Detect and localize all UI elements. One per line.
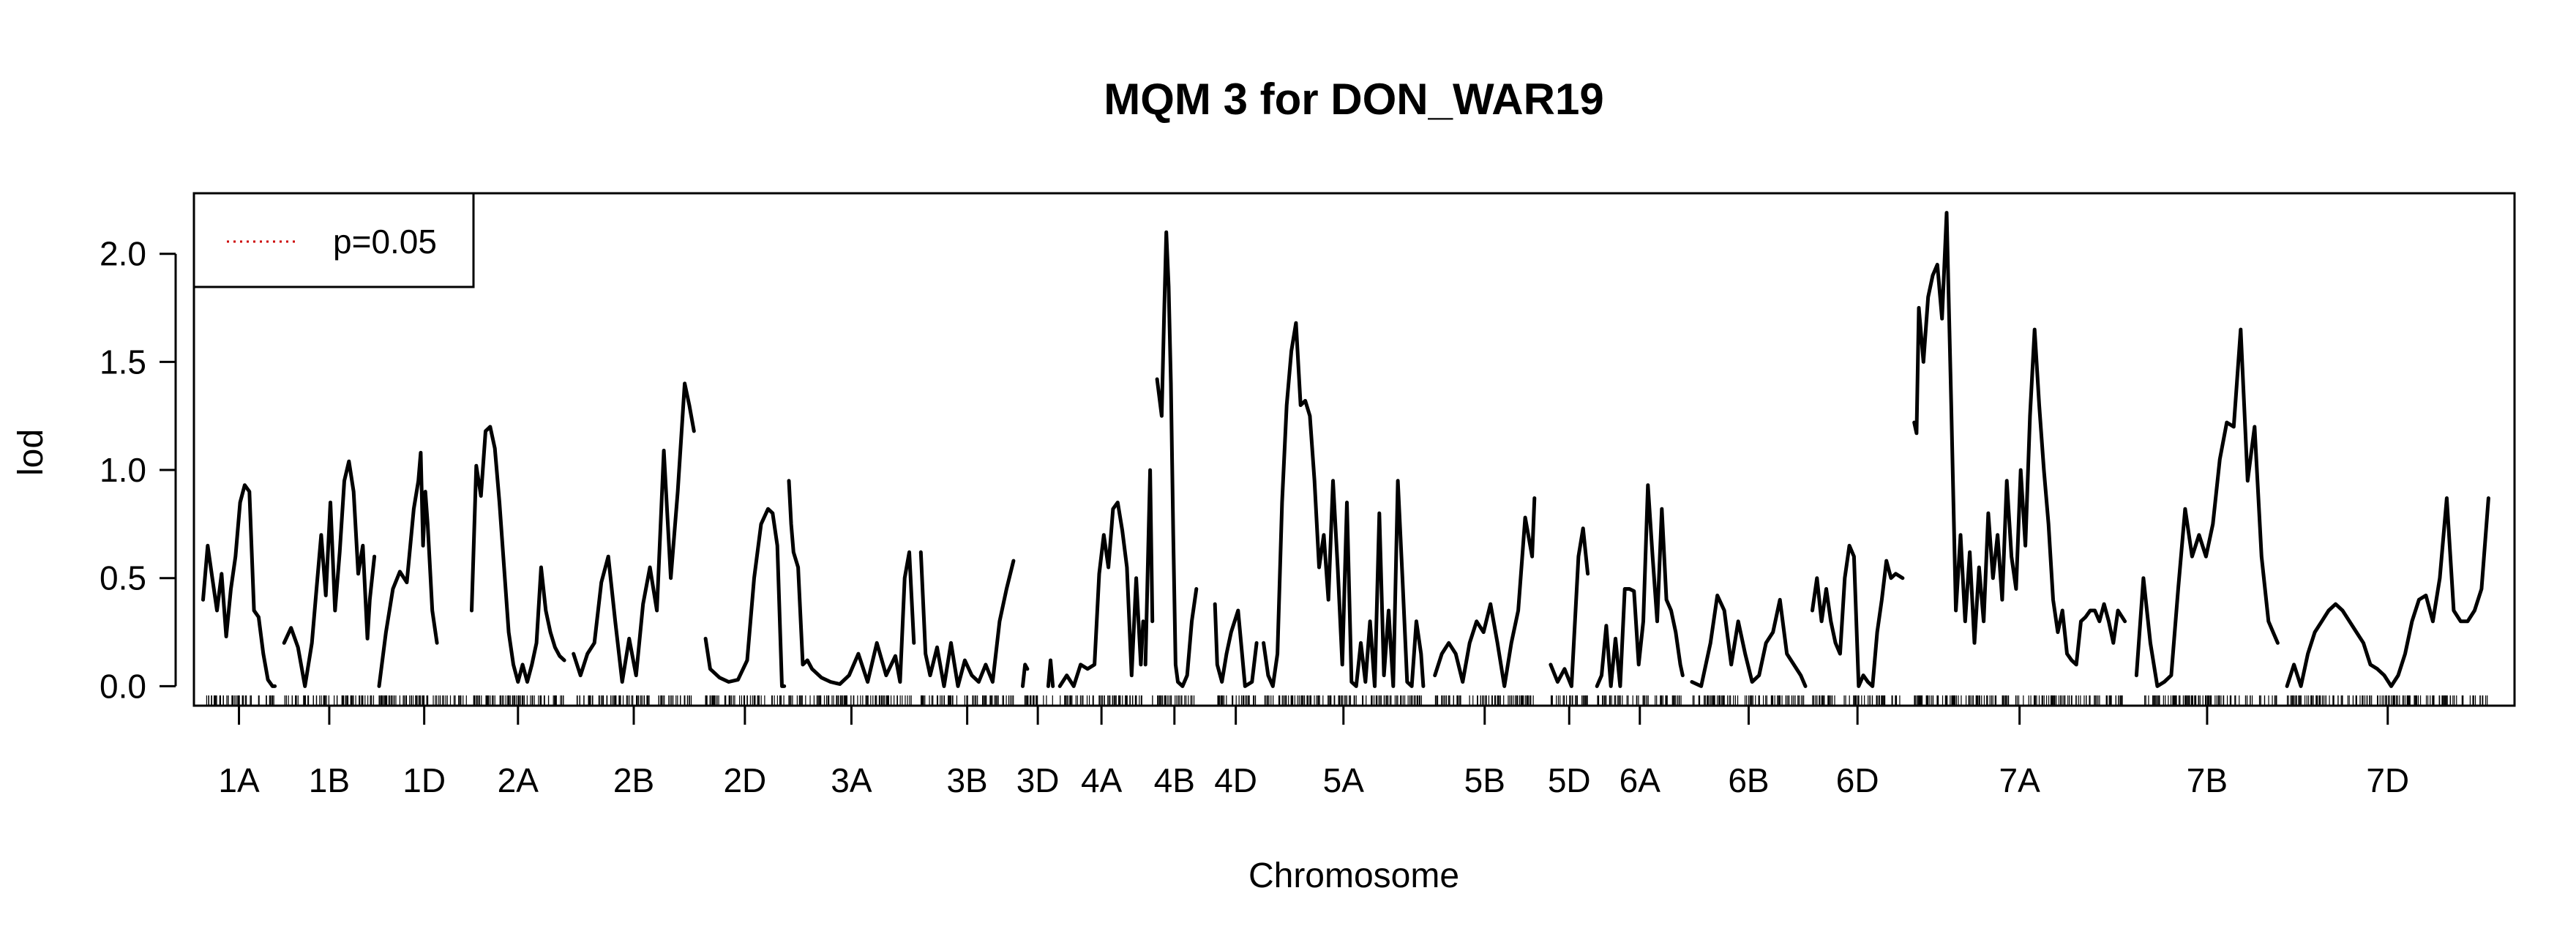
x-axis: 1A 1B 1D 2A 2B 2D 3A 3B 3D 4A 4B 4D 5A 5B 5D 6A 6B 6D 7A 7B… xyxy=(218,706,2409,799)
legend-label: p=0.05 xyxy=(333,223,437,261)
x-tick-label: 4A xyxy=(1081,761,1123,799)
x-axis-label: Chromosome xyxy=(1248,856,1459,895)
lod-line-4b xyxy=(1155,230,1199,688)
lod-line-7a xyxy=(1912,211,2127,667)
plot-frame xyxy=(192,192,2516,707)
x-tick-label: 7D xyxy=(2366,761,2409,799)
y-tick-label: 2.0 xyxy=(100,235,146,273)
lod-curves xyxy=(201,211,2490,688)
lod-line-4a xyxy=(1057,500,1145,688)
lod-line-4d xyxy=(1213,602,1259,688)
x-tick-label: 6D xyxy=(1836,761,1879,799)
lod-line-3b xyxy=(918,550,1016,688)
lod-line-7b xyxy=(2134,327,2280,688)
x-tick-label: 1B xyxy=(309,761,350,799)
lod-line-5b xyxy=(1433,496,1537,688)
x-tick-label: 1D xyxy=(402,761,446,799)
x-tick-label: 3A xyxy=(831,761,872,799)
lod-line-2d xyxy=(703,507,787,688)
lod-line-1d xyxy=(377,450,439,688)
lod-line-2a xyxy=(470,425,566,684)
lod-line-3a xyxy=(787,479,916,686)
x-tick-label: 5B xyxy=(1464,761,1505,799)
x-tick-label: 4D xyxy=(1214,761,1257,799)
y-tick-label: 0.5 xyxy=(100,559,146,597)
x-tick-label: 7B xyxy=(2187,761,2228,799)
x-tick-label: 2D xyxy=(723,761,766,799)
lod-line-4a-b xyxy=(1143,468,1155,667)
legend: p=0.05 xyxy=(192,192,475,288)
lod-line-7d xyxy=(2285,496,2490,688)
lod-line-6b xyxy=(1690,593,1808,688)
lod-line-2b xyxy=(572,381,696,684)
x-tick-label: 7A xyxy=(1999,761,2041,799)
x-tick-label: 1A xyxy=(218,761,260,799)
x-tick-label: 2A xyxy=(498,761,539,799)
marker-rug xyxy=(206,695,2488,706)
y-axis-label: lod xyxy=(12,429,50,476)
lod-line-1b xyxy=(282,459,377,688)
chart-title: MQM 3 for DON_WAR19 xyxy=(1104,75,1603,124)
x-tick-label: 6A xyxy=(1620,761,1661,799)
lod-line-3d xyxy=(1021,662,1030,688)
lod-line-5a xyxy=(1262,321,1426,688)
lod-line-6d xyxy=(1811,543,1905,688)
y-tick-label: 1.5 xyxy=(100,343,146,381)
legend-box xyxy=(192,192,475,288)
lod-line-1a xyxy=(201,483,277,688)
lod-line-6a xyxy=(1595,483,1685,688)
x-tick-label: 5A xyxy=(1323,761,1365,799)
x-tick-label: 5D xyxy=(1548,761,1591,799)
lod-line-3d-b xyxy=(1046,658,1055,688)
x-tick-label: 3B xyxy=(946,761,987,799)
y-tick-label: 0.0 xyxy=(100,667,146,705)
x-tick-label: 4B xyxy=(1154,761,1195,799)
y-tick-label: 1.0 xyxy=(100,451,146,489)
x-tick-label: 6B xyxy=(1728,761,1769,799)
y-axis: 0.0 0.5 1.0 1.5 2.0 xyxy=(100,235,177,705)
x-tick-label: 3D xyxy=(1016,761,1060,799)
lod-line-5d xyxy=(1549,526,1590,688)
x-tick-label: 2B xyxy=(613,761,654,799)
